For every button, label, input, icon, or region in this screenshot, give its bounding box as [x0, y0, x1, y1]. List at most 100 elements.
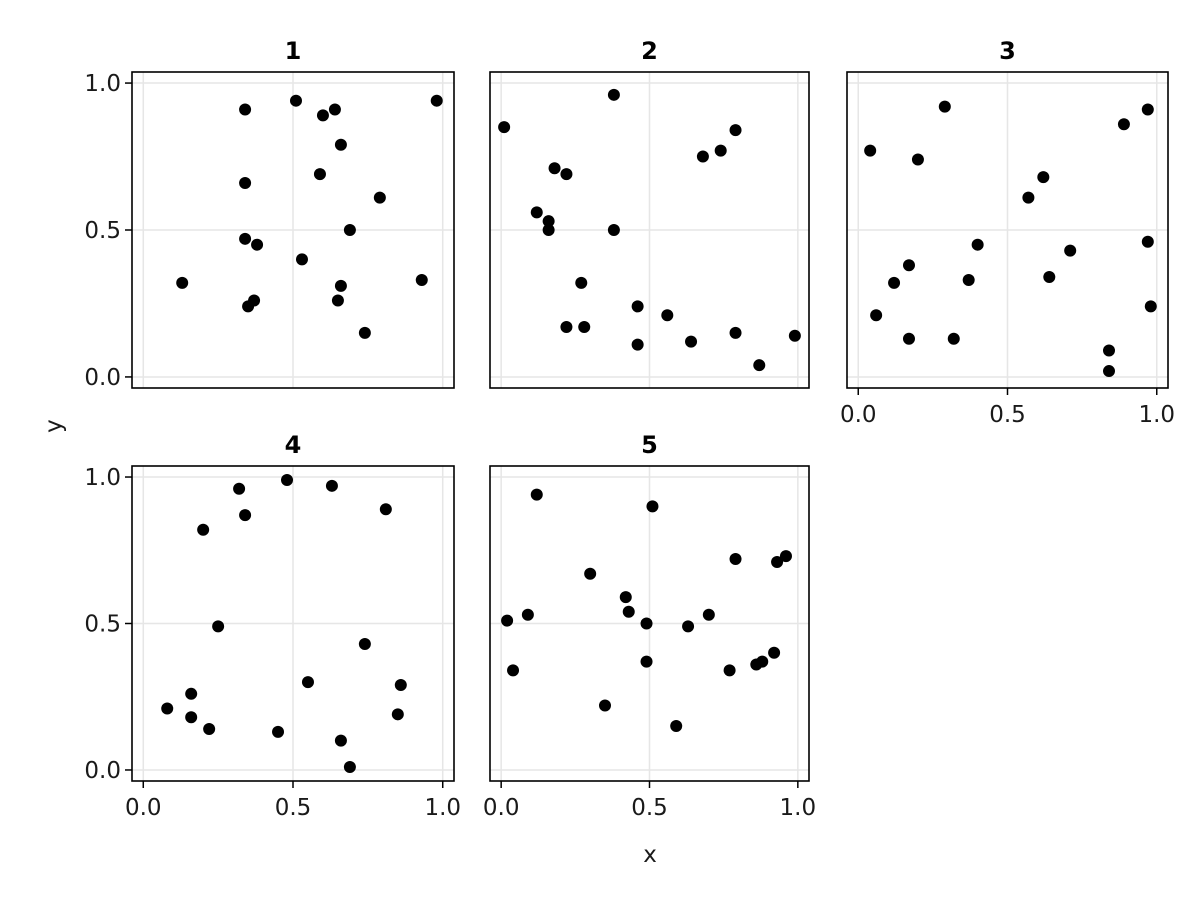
panel-title: 3	[999, 37, 1016, 65]
data-point	[394, 679, 407, 692]
data-point	[864, 144, 877, 157]
data-point	[391, 708, 404, 721]
y-tick-label: 1.0	[84, 465, 121, 491]
data-point	[530, 206, 543, 219]
data-point	[607, 88, 620, 101]
data-point	[631, 338, 644, 351]
data-point	[631, 300, 644, 313]
panel-3: 3 0.0 0.5 1.0	[840, 37, 1175, 428]
panel-title: 4	[285, 431, 302, 459]
data-point	[316, 109, 329, 122]
panel-1: 1 0.0 0.5 1.0	[84, 37, 455, 391]
data-point	[714, 144, 727, 157]
data-point	[1117, 118, 1130, 131]
data-point	[239, 103, 252, 116]
x-axis-label: x	[643, 842, 657, 868]
data-point	[358, 326, 371, 339]
panel-4: 4 0.0 0.5 1.0 0.0 0.5 1.0	[84, 431, 461, 821]
data-point	[788, 329, 801, 342]
data-point	[325, 479, 338, 492]
data-point	[281, 473, 294, 486]
data-point	[902, 259, 915, 272]
data-point	[185, 711, 198, 724]
x-tick-label: 0.0	[840, 402, 877, 428]
data-point	[768, 646, 781, 659]
data-point	[373, 191, 386, 204]
data-point	[1144, 300, 1157, 313]
data-point	[212, 620, 225, 633]
data-point	[607, 224, 620, 236]
data-point	[548, 162, 561, 175]
data-point	[1103, 365, 1116, 378]
x-tick-label: 0.5	[989, 402, 1026, 428]
data-point	[176, 276, 189, 289]
data-point	[233, 482, 246, 495]
x-tick-label: 0.5	[275, 795, 312, 821]
data-point	[334, 279, 347, 292]
x-tick-label: 0.0	[483, 795, 520, 821]
data-point	[753, 359, 766, 372]
panel-title: 1	[285, 37, 302, 65]
data-point	[575, 276, 588, 289]
data-point	[619, 591, 632, 604]
data-point	[622, 605, 635, 618]
data-point	[289, 94, 302, 107]
data-point	[1064, 244, 1077, 257]
data-point	[971, 238, 984, 251]
data-point	[640, 655, 653, 668]
data-point	[888, 276, 901, 289]
data-point	[696, 150, 709, 163]
data-point	[507, 664, 520, 677]
data-point	[542, 215, 555, 228]
data-point	[334, 734, 347, 747]
data-point	[239, 176, 252, 189]
data-point	[598, 699, 611, 712]
data-point	[161, 702, 174, 715]
y-tick-label: 0.5	[84, 612, 121, 638]
data-point	[911, 153, 924, 166]
data-point	[729, 326, 742, 339]
data-point	[870, 309, 883, 322]
data-point	[185, 687, 198, 700]
data-point	[498, 121, 511, 134]
data-point	[560, 320, 573, 333]
data-point	[756, 655, 769, 668]
panel-5: 5 0.0 0.5 1.0	[483, 431, 816, 821]
data-point	[771, 555, 784, 568]
data-point	[962, 273, 975, 286]
data-point	[295, 253, 308, 266]
data-point	[947, 332, 960, 345]
data-point	[197, 523, 210, 536]
data-point	[661, 309, 674, 322]
data-point	[1141, 235, 1154, 248]
data-point	[379, 503, 392, 516]
data-point	[1037, 171, 1050, 184]
panel-title: 2	[641, 37, 658, 65]
x-tick-label: 1.0	[780, 795, 817, 821]
data-point	[331, 294, 344, 307]
data-point	[272, 725, 285, 738]
data-point	[343, 761, 356, 774]
data-point	[640, 617, 653, 630]
data-point	[251, 238, 264, 251]
data-point	[301, 676, 314, 689]
data-point	[430, 94, 443, 107]
data-point	[358, 638, 371, 651]
y-tick-label: 1.0	[84, 71, 121, 97]
data-point	[729, 553, 742, 566]
data-point	[313, 168, 326, 181]
data-point	[702, 608, 715, 621]
x-tick-label: 0.5	[631, 795, 668, 821]
x-tick-label: 0.0	[125, 795, 162, 821]
data-point	[334, 138, 347, 151]
y-axis-label: y	[41, 419, 67, 433]
data-point	[584, 567, 597, 580]
data-point	[670, 720, 683, 733]
y-tick-label: 0.5	[84, 218, 121, 244]
data-point	[646, 500, 659, 513]
data-point	[729, 124, 742, 137]
data-point	[239, 509, 252, 522]
data-point	[1103, 344, 1116, 357]
